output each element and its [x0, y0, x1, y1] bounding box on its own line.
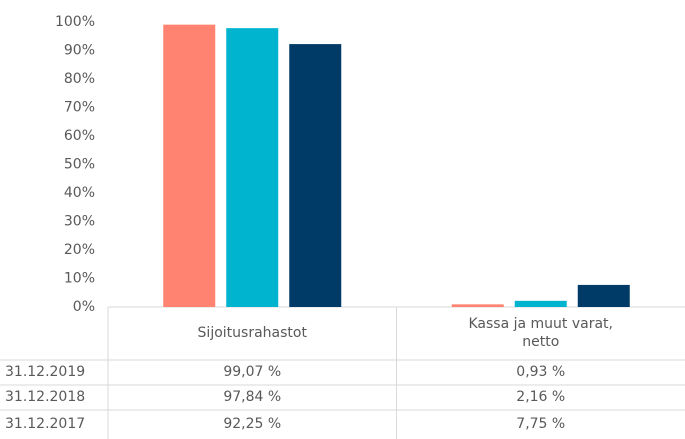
table-value: 92,25 % [223, 416, 281, 432]
bar [163, 24, 216, 307]
bar [289, 44, 342, 308]
y-tick-label: 80% [64, 71, 95, 87]
table-value: 99,07 % [223, 364, 281, 380]
y-tick-label: 0% [73, 299, 95, 315]
bar [577, 284, 630, 307]
y-tick-label: 20% [64, 242, 95, 258]
y-tick-label: 40% [64, 185, 95, 201]
table-value: 7,75 % [516, 416, 565, 432]
y-tick-label: 10% [64, 271, 95, 287]
table-value: 0,93 % [516, 364, 565, 380]
y-tick-label: 50% [64, 157, 95, 173]
y-tick-label: 100% [55, 14, 95, 30]
series-name: 31.12.2019 [5, 364, 85, 380]
category-label: Sijoitusrahastot [197, 325, 307, 341]
y-tick-label: 30% [64, 214, 95, 230]
y-tick-label: 60% [64, 128, 95, 144]
bar [451, 304, 504, 307]
bar [514, 300, 567, 307]
series-name: 31.12.2018 [5, 389, 85, 405]
series-name: 31.12.2017 [5, 416, 85, 432]
table-value: 97,84 % [223, 389, 281, 405]
table-value: 2,16 % [516, 389, 565, 405]
category-label: Kassa ja muut varat, netto [468, 316, 613, 350]
y-tick-label: 90% [64, 43, 95, 59]
bar [226, 28, 279, 307]
y-tick-label: 70% [64, 100, 95, 116]
